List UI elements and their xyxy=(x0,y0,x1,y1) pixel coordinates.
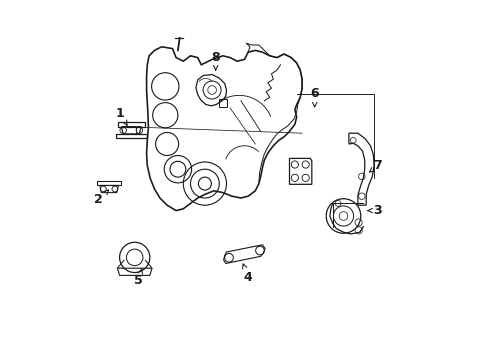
Text: 1: 1 xyxy=(116,107,127,125)
Text: 2: 2 xyxy=(94,190,108,206)
Text: 7: 7 xyxy=(369,159,381,172)
Text: 3: 3 xyxy=(367,204,381,217)
Text: 8: 8 xyxy=(211,51,220,70)
Text: 4: 4 xyxy=(242,264,252,284)
Text: 6: 6 xyxy=(310,87,318,107)
Text: 5: 5 xyxy=(134,269,142,287)
